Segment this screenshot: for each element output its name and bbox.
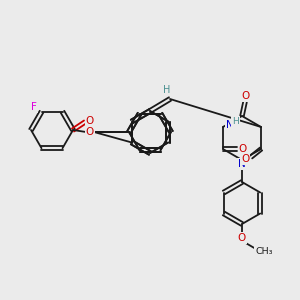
- Text: O: O: [239, 144, 247, 154]
- Text: F: F: [31, 102, 36, 112]
- Text: H: H: [232, 118, 239, 127]
- Text: CH₃: CH₃: [255, 248, 273, 256]
- Text: O: O: [86, 116, 94, 126]
- Text: O: O: [86, 127, 94, 137]
- Text: O: O: [241, 154, 249, 164]
- Text: O: O: [241, 91, 249, 101]
- Text: N: N: [226, 120, 234, 130]
- Text: O: O: [238, 233, 246, 243]
- Text: N: N: [238, 159, 246, 169]
- Text: H: H: [163, 85, 171, 95]
